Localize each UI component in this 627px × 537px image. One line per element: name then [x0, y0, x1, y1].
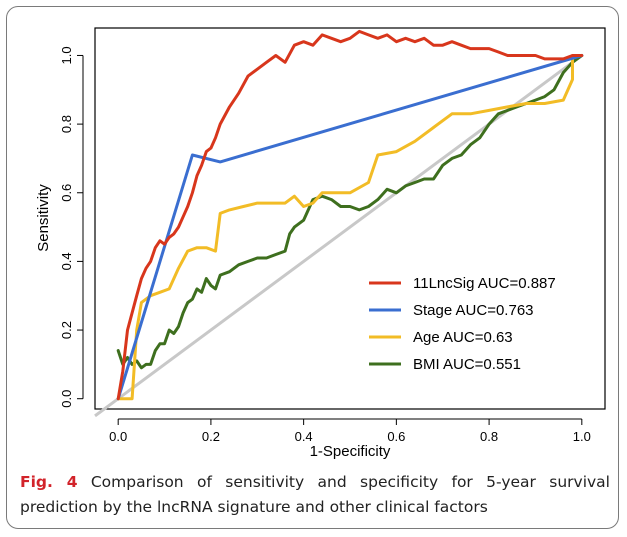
x-tick-label: 1.0 [573, 429, 591, 444]
series-line [116, 54, 584, 370]
x-tick-label: 0.0 [109, 429, 127, 444]
legend-label: Stage AUC=0.763 [413, 302, 534, 319]
x-tick-label: 0.4 [295, 429, 313, 444]
y-axis-title: Sensitivity [35, 184, 52, 252]
y-tick-label: 0.2 [59, 321, 74, 339]
y-axis: 0.0 0.2 0.4 0.6 0.8 1.0 [59, 46, 84, 408]
y-tick-label: 0.6 [59, 184, 74, 202]
series-line [116, 29, 584, 401]
y-tick-label: 0.4 [59, 252, 74, 270]
y-tick-label: 1.0 [59, 46, 74, 64]
x-axis-title: 1-Specificity [310, 443, 391, 460]
y-tick-label: 0.0 [59, 390, 74, 408]
legend-label: Age AUC=0.63 [413, 329, 513, 346]
figure-caption: Fig. 4 Comparison of sensitivity and spe… [20, 470, 610, 520]
series-line [116, 54, 584, 401]
series-line [116, 54, 574, 401]
legend: 11LncSig AUC=0.887 Stage AUC=0.763 Age AUC… [369, 275, 556, 373]
reference-line [94, 54, 583, 418]
x-tick-label: 0.2 [202, 429, 220, 444]
legend-label: BMI AUC=0.551 [413, 356, 521, 373]
figure-label: Fig. 4 [20, 473, 78, 491]
y-tick-label: 0.8 [59, 115, 74, 133]
series-layer [116, 29, 584, 401]
roc-chart: 0.0 0.2 0.4 0.6 0.8 1.0 0.0 0.2 0.4 0.6 0.8 1.0 1-… [35, 27, 606, 460]
reference-diagonal [94, 54, 583, 418]
plot-area-border [94, 27, 606, 410]
legend-label: 11LncSig AUC=0.887 [413, 275, 556, 292]
x-tick-label: 0.8 [480, 429, 498, 444]
caption-text: Comparison of sensitivity and specificit… [20, 473, 610, 516]
x-axis: 0.0 0.2 0.4 0.6 0.8 1.0 [109, 418, 591, 444]
x-tick-label: 0.6 [387, 429, 405, 444]
figure-frame [6, 6, 619, 529]
